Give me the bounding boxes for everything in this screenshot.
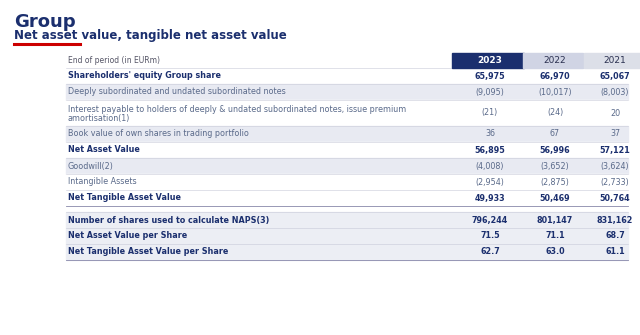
Text: Goodwill(2): Goodwill(2): [68, 161, 114, 171]
Text: 63.0: 63.0: [545, 248, 565, 257]
Text: (3,652): (3,652): [541, 161, 570, 171]
Text: 62.7: 62.7: [480, 248, 500, 257]
Text: 71.5: 71.5: [480, 231, 500, 241]
Text: Net asset value, tangible net asset value: Net asset value, tangible net asset valu…: [14, 29, 287, 42]
Text: Interest payable to holders of deeply & undated subordinated notes, issue premiu: Interest payable to holders of deeply & …: [68, 105, 406, 114]
Text: Group: Group: [14, 13, 76, 31]
Text: (21): (21): [482, 109, 498, 118]
Bar: [66, 190, 628, 206]
Text: 801,147: 801,147: [537, 215, 573, 224]
Text: 2023: 2023: [477, 56, 502, 65]
Text: Deeply subordinated and undated subordinated notes: Deeply subordinated and undated subordin…: [68, 87, 285, 96]
Bar: [66, 174, 628, 190]
Text: (2,875): (2,875): [541, 178, 570, 187]
Text: Net Tangible Asset Value: Net Tangible Asset Value: [68, 194, 181, 202]
Text: 49,933: 49,933: [475, 194, 506, 202]
Text: 68.7: 68.7: [605, 231, 625, 241]
Text: 67: 67: [550, 130, 560, 138]
Text: Net Asset Value per Share: Net Asset Value per Share: [68, 231, 188, 241]
Text: End of period (in EURm): End of period (in EURm): [68, 56, 160, 65]
Text: 831,162: 831,162: [597, 215, 633, 224]
Text: 50,469: 50,469: [540, 194, 570, 202]
Text: 56,895: 56,895: [475, 145, 506, 154]
Text: 65,975: 65,975: [475, 71, 506, 80]
Text: 71.1: 71.1: [545, 231, 565, 241]
Text: 66,970: 66,970: [540, 71, 570, 80]
Bar: [66, 244, 628, 260]
Text: Number of shares used to calculate NAPS(3): Number of shares used to calculate NAPS(…: [68, 215, 269, 224]
Text: Book value of own shares in trading portfolio: Book value of own shares in trading port…: [68, 130, 249, 138]
Text: 2021: 2021: [604, 56, 627, 65]
Text: (4,008): (4,008): [476, 161, 504, 171]
Text: (2,733): (2,733): [600, 178, 629, 187]
Text: 36: 36: [485, 130, 495, 138]
Bar: [66, 84, 628, 100]
Text: Shareholders' equity Group share: Shareholders' equity Group share: [68, 71, 221, 80]
Text: 796,244: 796,244: [472, 215, 508, 224]
Text: (9,095): (9,095): [476, 87, 504, 96]
Text: 65,067: 65,067: [600, 71, 630, 80]
Bar: [66, 228, 628, 244]
Bar: [66, 126, 628, 142]
Text: Net Asset Value: Net Asset Value: [68, 145, 140, 154]
Text: 2022: 2022: [544, 56, 566, 65]
Text: (3,624): (3,624): [601, 161, 629, 171]
Text: (2,954): (2,954): [476, 178, 504, 187]
Text: (10,017): (10,017): [538, 87, 572, 96]
Text: Net Tangible Asset Value per Share: Net Tangible Asset Value per Share: [68, 248, 228, 257]
Text: 50,764: 50,764: [600, 194, 630, 202]
Text: 57,121: 57,121: [600, 145, 630, 154]
Bar: [66, 100, 628, 126]
Bar: [66, 212, 628, 228]
Bar: [452, 53, 524, 68]
Text: 20: 20: [610, 109, 620, 118]
Text: amortisation(1): amortisation(1): [68, 114, 131, 123]
Bar: [66, 68, 628, 84]
Text: (8,003): (8,003): [601, 87, 629, 96]
Bar: [66, 142, 628, 158]
Bar: [66, 158, 628, 174]
Text: Intangible Assets: Intangible Assets: [68, 178, 136, 187]
Text: 61.1: 61.1: [605, 248, 625, 257]
Bar: [523, 53, 583, 68]
Text: (24): (24): [547, 109, 563, 118]
Text: 37: 37: [610, 130, 620, 138]
Text: 56,996: 56,996: [540, 145, 570, 154]
Bar: [584, 53, 640, 68]
